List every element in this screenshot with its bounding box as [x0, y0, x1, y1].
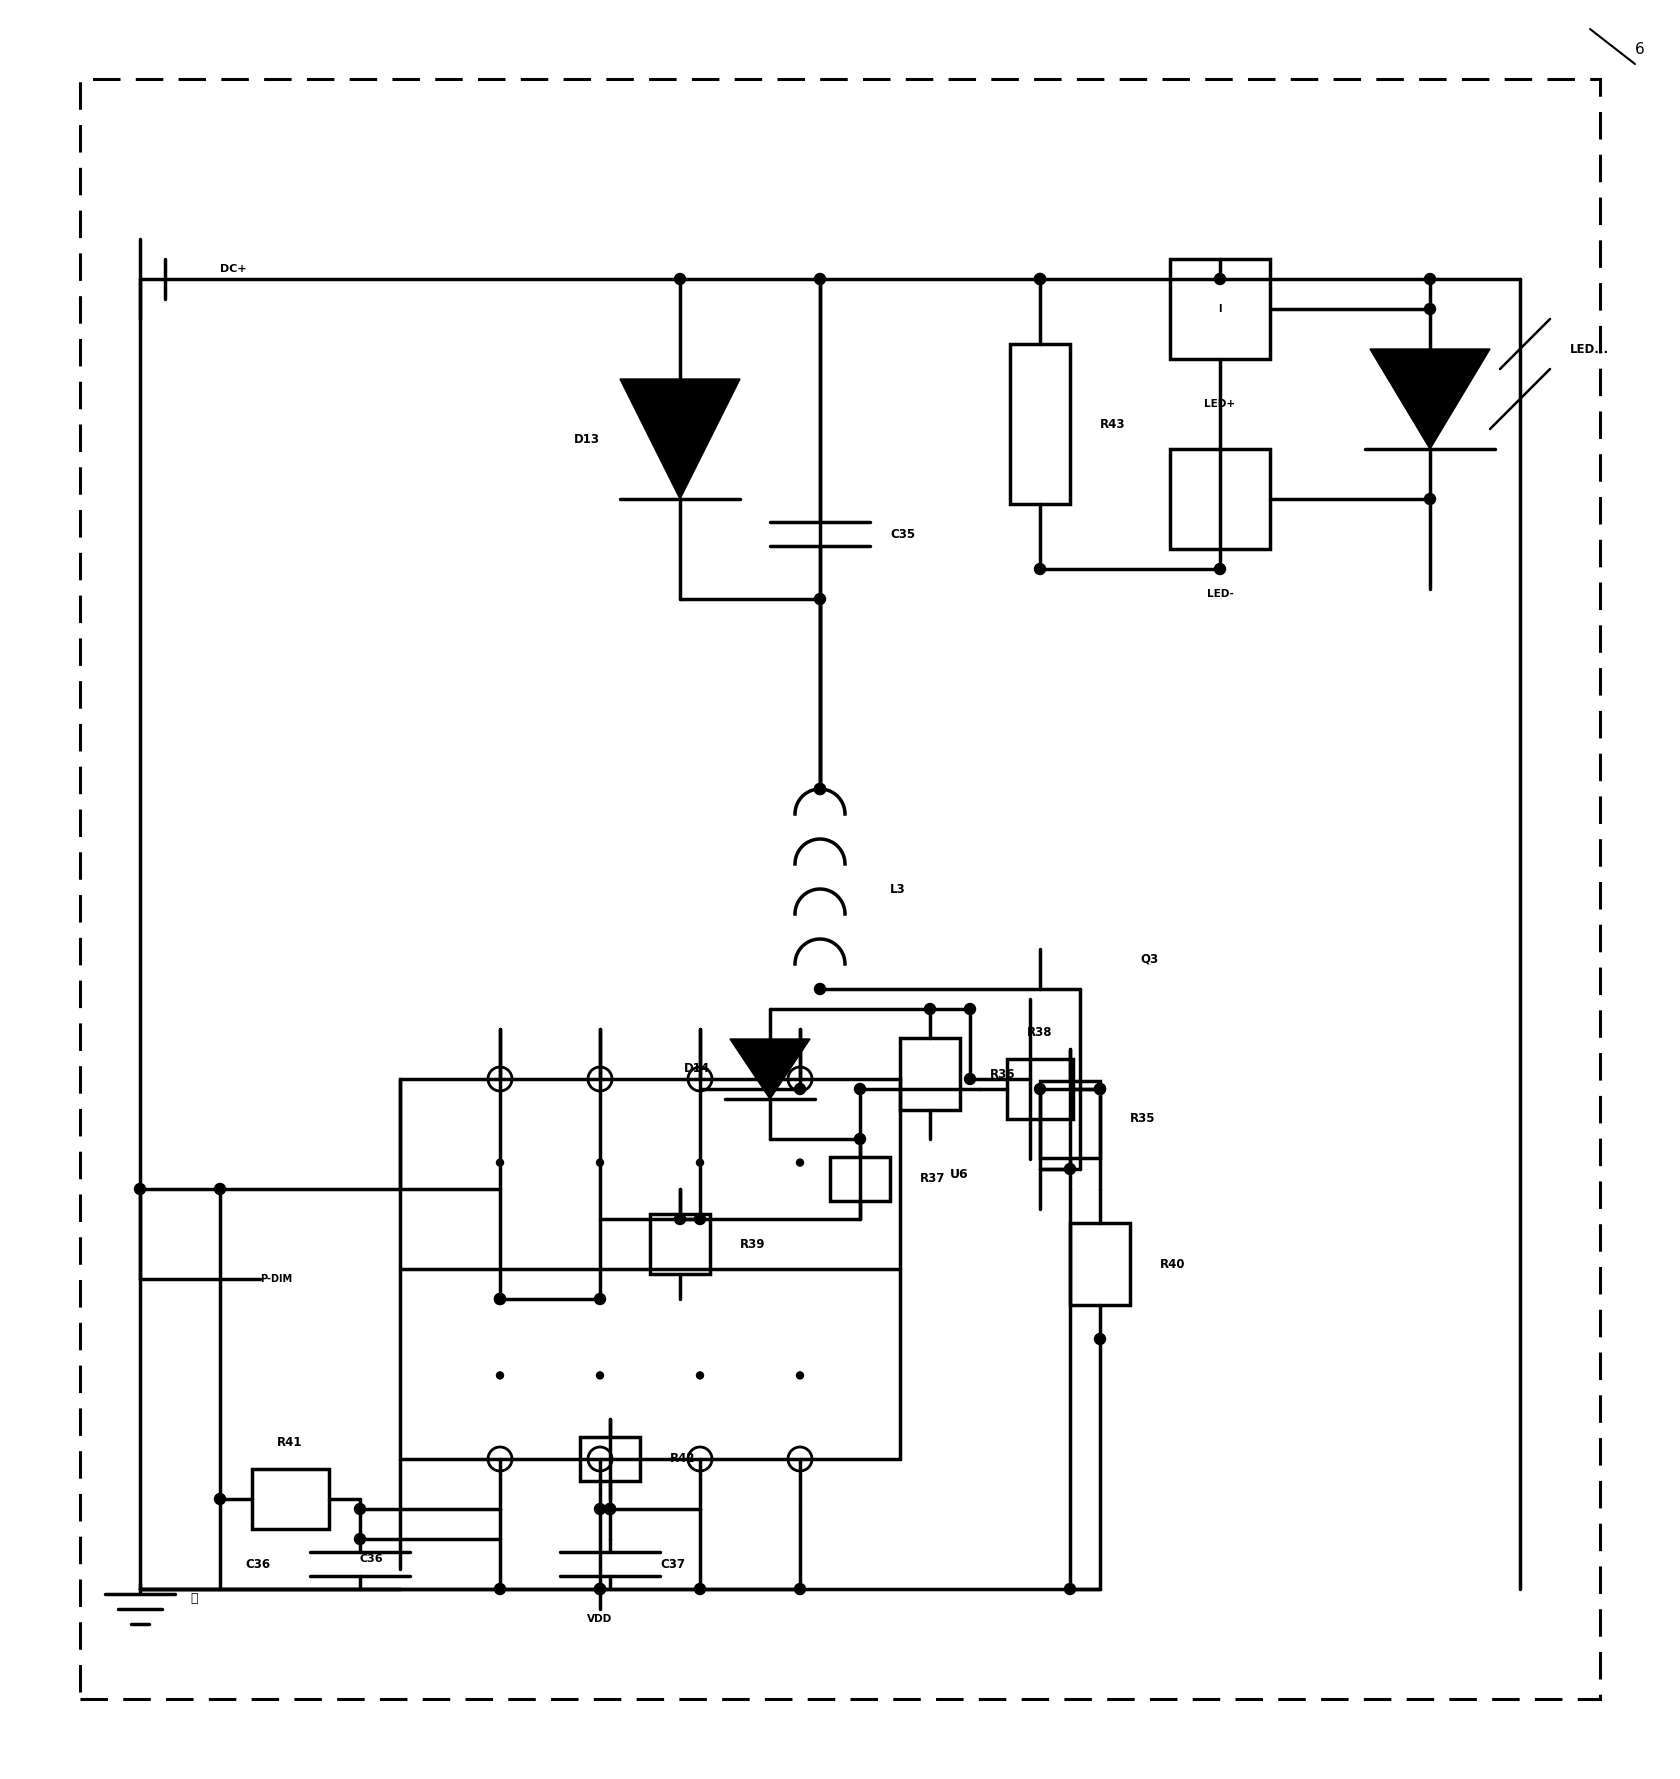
Bar	[1006, 1059, 1074, 1119]
Circle shape	[1215, 274, 1225, 285]
Circle shape	[674, 1213, 685, 1224]
Circle shape	[694, 1213, 706, 1224]
Bar	[830, 1156, 890, 1201]
Circle shape	[855, 1083, 865, 1094]
Circle shape	[595, 1583, 605, 1594]
Circle shape	[815, 274, 825, 285]
Polygon shape	[620, 379, 739, 498]
Text: C35: C35	[890, 528, 916, 541]
Circle shape	[596, 1372, 603, 1379]
Bar	[900, 1039, 959, 1110]
Bar	[1169, 448, 1270, 550]
Circle shape	[796, 1372, 803, 1379]
Bar	[1010, 345, 1070, 503]
Text: I: I	[1218, 495, 1221, 503]
Text: U6: U6	[949, 1167, 969, 1181]
Circle shape	[1425, 493, 1435, 505]
Circle shape	[494, 1583, 506, 1594]
Circle shape	[1065, 1583, 1075, 1594]
Circle shape	[674, 274, 685, 285]
Bar	[580, 1437, 640, 1480]
Text: LED...: LED...	[1571, 343, 1609, 356]
Circle shape	[964, 1003, 976, 1014]
Circle shape	[215, 1183, 225, 1194]
Text: LED+: LED+	[1205, 398, 1235, 409]
Text: C36: C36	[245, 1557, 270, 1571]
Text: D13: D13	[575, 432, 600, 445]
Circle shape	[1035, 1083, 1045, 1094]
Circle shape	[494, 1293, 506, 1304]
Circle shape	[795, 1083, 805, 1094]
Circle shape	[1065, 1163, 1075, 1174]
Circle shape	[694, 1583, 706, 1594]
Circle shape	[497, 1372, 504, 1379]
Text: R41: R41	[277, 1436, 302, 1450]
Text: R40: R40	[1159, 1258, 1186, 1270]
Circle shape	[1215, 564, 1225, 575]
Bar	[1040, 1080, 1100, 1158]
Text: R36: R36	[990, 1067, 1015, 1080]
Text: Q3: Q3	[1141, 952, 1158, 966]
Circle shape	[1094, 1334, 1105, 1345]
Circle shape	[494, 1293, 506, 1304]
Text: R43: R43	[1100, 418, 1126, 431]
Text: C36: C36	[360, 1555, 383, 1564]
Bar	[252, 1469, 329, 1528]
Circle shape	[815, 783, 825, 795]
Circle shape	[815, 594, 825, 605]
Circle shape	[796, 1160, 803, 1165]
Circle shape	[1035, 274, 1045, 285]
Circle shape	[815, 783, 825, 795]
Circle shape	[595, 1583, 605, 1594]
Text: D14: D14	[684, 1062, 711, 1076]
Bar	[400, 1080, 900, 1459]
Circle shape	[924, 1003, 936, 1014]
Text: 6: 6	[1635, 41, 1645, 57]
Circle shape	[595, 1293, 605, 1304]
Circle shape	[1035, 274, 1045, 285]
Circle shape	[1425, 304, 1435, 315]
Circle shape	[354, 1533, 366, 1544]
Polygon shape	[1369, 349, 1490, 448]
Bar	[1070, 1222, 1131, 1306]
Circle shape	[605, 1503, 615, 1514]
Text: LED-: LED-	[1206, 589, 1233, 600]
Circle shape	[697, 1160, 704, 1165]
Text: L3: L3	[890, 882, 906, 895]
Circle shape	[1425, 274, 1435, 285]
Circle shape	[134, 1183, 146, 1194]
Circle shape	[855, 1133, 865, 1144]
Circle shape	[795, 1583, 805, 1594]
Circle shape	[815, 984, 825, 994]
Text: I: I	[1218, 304, 1221, 315]
Circle shape	[595, 1503, 605, 1514]
Text: R39: R39	[739, 1238, 766, 1251]
Circle shape	[497, 1160, 504, 1165]
Bar	[650, 1213, 711, 1274]
Text: VDD: VDD	[588, 1614, 613, 1624]
Circle shape	[1035, 564, 1045, 575]
Circle shape	[964, 1073, 976, 1085]
Circle shape	[697, 1372, 704, 1379]
Text: R42: R42	[670, 1452, 696, 1466]
Circle shape	[596, 1160, 603, 1165]
Text: C37: C37	[660, 1557, 685, 1571]
Text: ⏚: ⏚	[190, 1592, 198, 1605]
Circle shape	[1094, 1083, 1105, 1094]
Circle shape	[1094, 1083, 1105, 1094]
Circle shape	[354, 1503, 366, 1514]
Circle shape	[605, 1503, 615, 1514]
Text: R38: R38	[1026, 1026, 1053, 1039]
Text: R37: R37	[921, 1172, 946, 1185]
Text: DC+: DC+	[220, 263, 247, 274]
Bar	[1169, 260, 1270, 359]
Polygon shape	[731, 1039, 810, 1099]
Text: P-DIM: P-DIM	[260, 1274, 292, 1284]
Circle shape	[215, 1494, 225, 1505]
Text: R35: R35	[1131, 1112, 1156, 1126]
